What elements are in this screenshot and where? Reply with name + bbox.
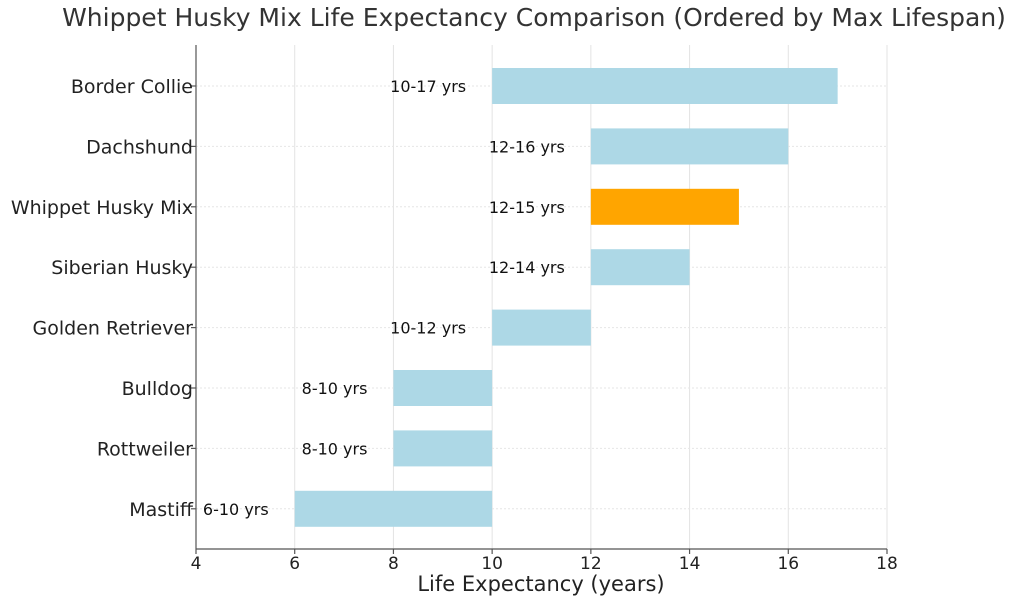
bar-dachshund (590, 128, 789, 165)
x-tick-label-6: 6 (289, 554, 300, 574)
x-axis-label: Life Expectancy (years) (417, 572, 664, 596)
x-tick-label-16: 16 (777, 554, 799, 574)
x-tick-label-18: 18 (876, 554, 898, 574)
bars (294, 68, 838, 527)
bar-bulldog (393, 370, 493, 406)
data-label-dachshund: 12-16 yrs (489, 137, 565, 156)
category-label-bulldog: Bulldog (122, 378, 193, 400)
data-label-rottweiler: 8-10 yrs (302, 439, 368, 458)
data-label-siberian-husky: 12-14 yrs (489, 258, 565, 277)
x-tick-label-8: 8 (388, 554, 399, 574)
bar-whippet-husky-mix (590, 188, 739, 225)
category-label-rottweiler: Rottweiler (97, 438, 193, 460)
bar-siberian-husky (590, 249, 690, 286)
category-label-dachshund: Dachshund (86, 136, 193, 158)
category-label-border-collie: Border Collie (71, 76, 193, 98)
x-tick-label-14: 14 (679, 554, 701, 574)
axes: 4 6 8 10 12 14 16 18 Border Collie Dachshund Whipp… (11, 45, 898, 574)
bar-border-collie (492, 68, 838, 104)
category-label-whippet-husky-mix: Whippet Husky Mix (11, 197, 193, 219)
bar-rottweiler (393, 430, 493, 467)
data-label-border-collie: 10-17 yrs (390, 77, 466, 96)
data-label-golden-retriever: 10-12 yrs (390, 319, 466, 338)
x-tick-label-10: 10 (481, 554, 503, 574)
category-label-mastiff: Mastiff (129, 499, 194, 521)
data-label-bulldog: 8-10 yrs (302, 379, 368, 398)
chart-title: Whippet Husky Mix Life Expectancy Compar… (62, 3, 1006, 32)
data-label-whippet-husky-mix: 12-15 yrs (489, 198, 565, 217)
data-label-mastiff: 6-10 yrs (203, 500, 269, 519)
bar-golden-retriever (492, 309, 591, 346)
category-label-siberian-husky: Siberian Husky (51, 257, 193, 279)
category-label-golden-retriever: Golden Retriever (33, 318, 194, 340)
bar-mastiff (294, 490, 493, 527)
grid (196, 45, 888, 549)
x-tick-label-12: 12 (580, 554, 602, 574)
x-tick-label-4: 4 (191, 554, 202, 574)
data-labels: 10-17 yrs 12-16 yrs 12-15 yrs 12-14 yrs 10-1… (203, 77, 565, 519)
